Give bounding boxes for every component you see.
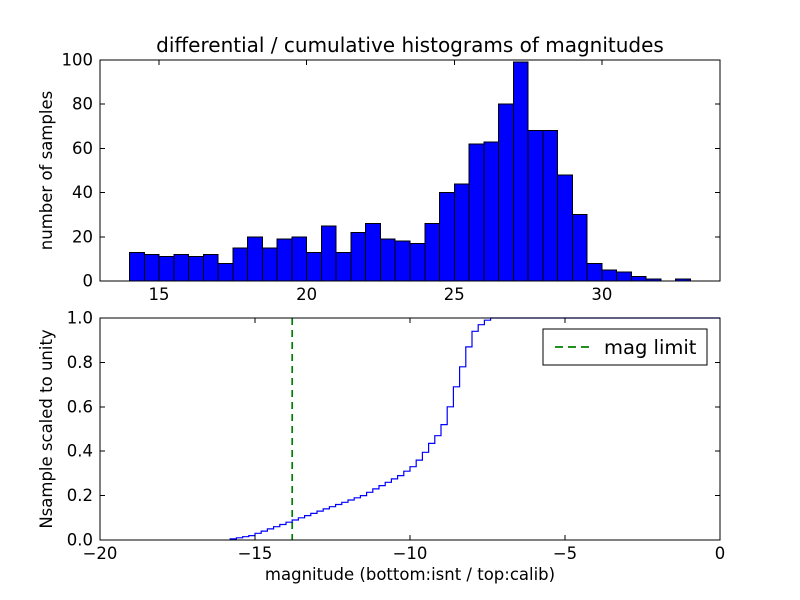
histogram-bar [320,225,337,282]
x-tick-label: −20 [83,544,118,563]
cumulative-content-group [229,317,720,540]
top-ticks-group: 15 20 25 30 0 20 40 60 80 100 [62,51,720,304]
histogram-bar [409,242,426,282]
top-axes-frame [99,59,721,282]
histogram-bar [498,103,514,282]
histogram-bar [616,271,632,282]
histogram-bar [188,256,204,282]
histogram-bar [276,238,293,282]
histogram-bar [173,253,190,282]
histogram-bar [379,238,396,282]
histogram-bar [247,236,263,282]
histogram-bar [586,262,603,282]
x-tick-label: 15 [149,285,170,304]
histogram-bar [630,276,647,282]
x-tick-label: −15 [238,544,273,563]
y-tick-label: 60 [72,139,93,158]
y-tick-label: 0.4 [67,442,93,461]
histogram-bar [350,231,367,282]
histogram-bar [453,183,470,282]
bottom-y-axis-label: Nsample scaled to unity [37,329,56,529]
x-axis-label: magnitude (bottom:isnt / top:calib) [265,565,555,584]
y-tick-label: 80 [72,95,93,114]
histogram-bar [542,130,559,282]
x-tick-label: 0 [715,544,726,563]
y-tick-label: 1.0 [67,309,93,328]
figure-title: differential / cumulative histograms of … [156,33,664,57]
histogram-bar [129,251,145,282]
histogram-bar [261,247,278,282]
x-tick-label: 25 [444,285,465,304]
bottom-ticks-group: −20 −15 −10 −5 0 0.0 0.2 0.4 0.6 0.8 1.0 [67,309,726,564]
histogram-bar [571,214,588,282]
x-tick-label: 30 [591,285,612,304]
histogram-bar [439,192,455,282]
histogram-bar [306,251,322,282]
histogram-bar [468,143,485,282]
histogram-bar [424,223,441,282]
histogram-bar [143,253,160,282]
y-tick-label: 0 [83,272,94,291]
legend-label: mag limit [604,336,697,359]
histogram-bar [483,141,500,282]
histogram-bar [601,269,618,282]
histogram-bar [365,223,381,282]
histogram-bar [202,253,219,282]
y-tick-label: 20 [72,227,93,246]
histogram-bar [527,130,544,282]
top-y-axis-label: number of samples [37,91,56,250]
x-tick-label: −5 [553,544,577,563]
histogram-bar [394,240,411,282]
histogram-bar [217,262,234,282]
x-tick-label: −10 [393,544,428,563]
legend: mag limit [542,328,708,366]
histogram-bar [335,251,352,282]
histogram-bar [232,247,249,282]
y-tick-label: 0.0 [67,531,93,550]
bottom-cumulative-axes: −20 −15 −10 −5 0 0.0 0.2 0.4 0.6 0.8 1.0 Nsample s… [37,309,725,585]
bottom-axes-frame [99,317,721,541]
histogram-bars-group [129,61,691,282]
y-tick-label: 100 [62,51,94,70]
x-tick-label: 20 [296,285,317,304]
cumulative-step-line [229,317,720,540]
histogram-bar [557,174,573,282]
histogram-bar [512,61,529,282]
histogram-bar [291,236,308,282]
histogram-bar [158,256,175,282]
top-histogram-axes: 15 20 25 30 0 20 40 60 80 100 number of samples [37,51,721,304]
y-tick-label: 0.8 [67,353,93,372]
y-tick-label: 0.2 [67,486,93,505]
y-tick-label: 0.6 [67,397,93,416]
y-tick-label: 40 [72,183,93,202]
